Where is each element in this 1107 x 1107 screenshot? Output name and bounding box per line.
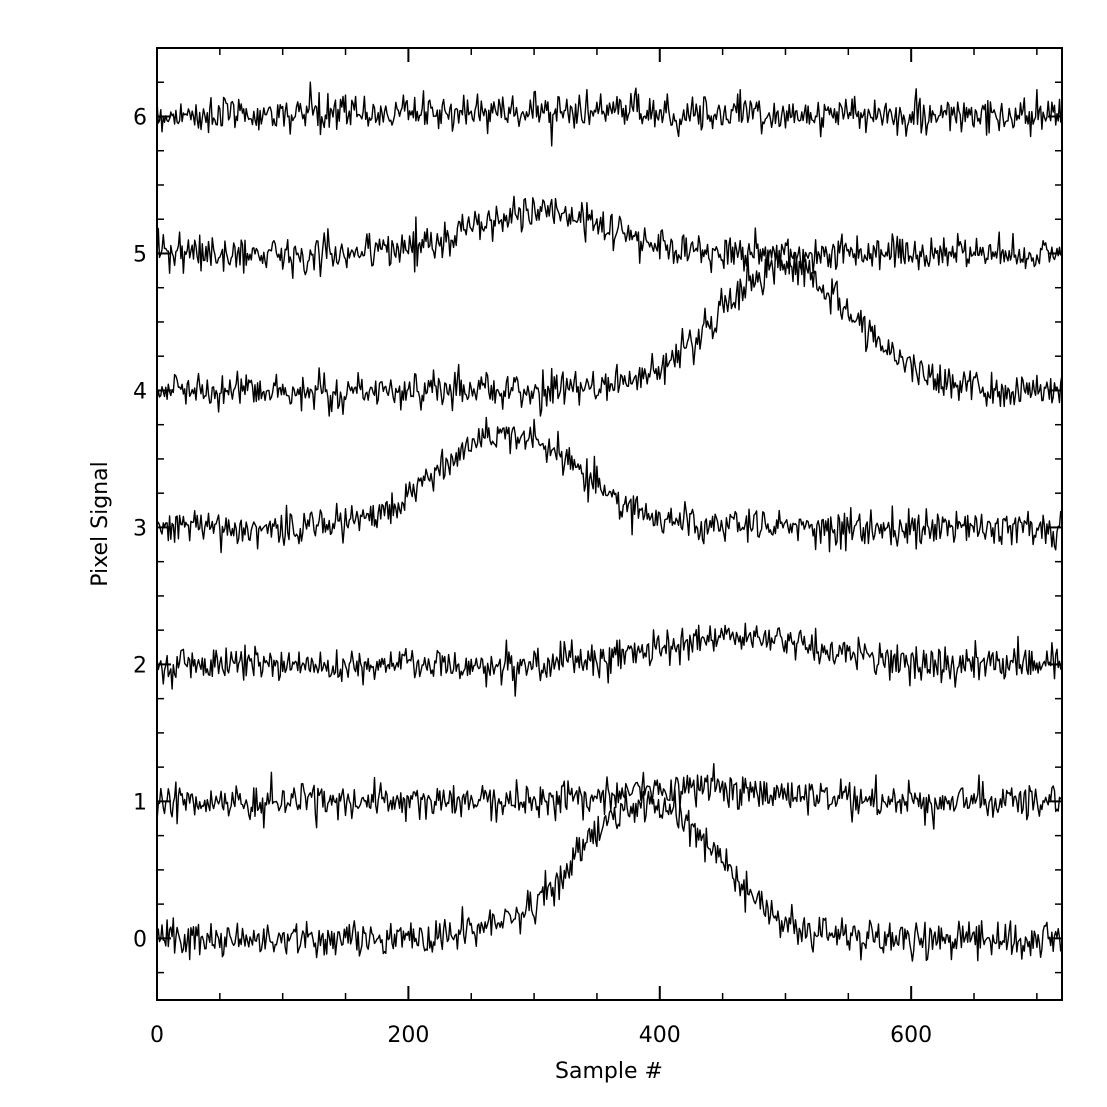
series-layer [156,81,1063,962]
series-line-5 [156,195,1063,279]
y-tick-label: 6 [133,105,147,130]
series-line-0 [156,788,1063,962]
y-tick-label: 1 [133,790,147,815]
plot-frame [156,47,1063,1001]
x-tick-label: 200 [387,1023,429,1048]
series-line-4 [156,249,1063,417]
series-line-6 [156,81,1063,147]
y-axis-title: Pixel Signal [88,461,113,586]
y-tick-label: 0 [133,927,147,952]
x-tick-label: 400 [639,1023,681,1048]
x-tick-label: 0 [150,1023,164,1048]
series-line-1 [156,763,1063,830]
x-tick-label: 600 [890,1023,932,1048]
series-line-3 [156,416,1063,554]
x-axis-title: Sample # [555,1059,663,1084]
y-tick-label: 2 [133,653,147,678]
y-tick-label: 3 [133,516,147,541]
series-line-2 [156,622,1062,697]
y-tick-label: 4 [133,379,147,404]
ticks-layer: 0 200 400 600 0 1 2 3 4 5 6 [133,47,1062,1048]
y-tick-label: 5 [133,242,147,267]
